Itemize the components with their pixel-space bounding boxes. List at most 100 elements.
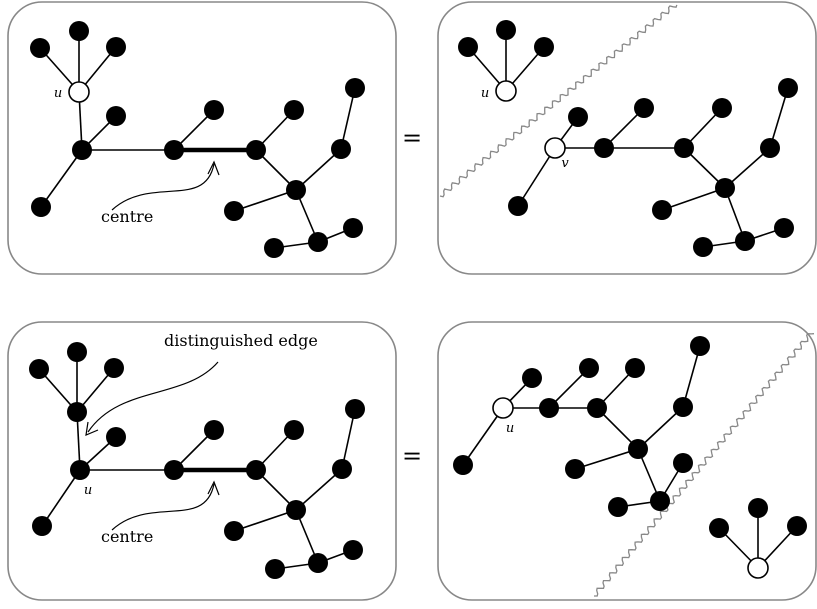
- vertex: [106, 37, 126, 57]
- vertex: [673, 453, 693, 473]
- vertex: [30, 38, 50, 58]
- centre-arrow: [111, 163, 215, 211]
- equals-sign-top: =: [402, 124, 422, 152]
- vertex: [164, 460, 184, 480]
- vertex: [308, 232, 328, 252]
- vertex: [693, 237, 713, 257]
- vertex: [29, 359, 49, 379]
- vertex: [246, 140, 266, 160]
- vertex: [628, 439, 648, 459]
- vertex: [343, 218, 363, 238]
- panel-frame-top-left: [7, 1, 397, 275]
- centre-arrow: [111, 483, 215, 531]
- vertex: [67, 342, 87, 362]
- edge: [340, 87, 356, 150]
- vertex: [652, 200, 672, 220]
- vertex: [204, 100, 224, 120]
- vertex: [286, 500, 306, 520]
- vertices-bottom-left: [29, 342, 365, 579]
- annotation-centre: centre: [101, 527, 153, 546]
- centre-arrowhead: [207, 160, 220, 176]
- edge: [637, 406, 684, 450]
- annotation-distinguished-edge: distinguished edge: [164, 331, 318, 350]
- vertex: [72, 140, 92, 160]
- cut-wave-top-right: [439, 4, 678, 198]
- vertex: [674, 138, 694, 158]
- vertex: [264, 238, 284, 258]
- vertex: [778, 78, 798, 98]
- vertex: [568, 107, 588, 127]
- vertex: [69, 21, 89, 41]
- vertex: [343, 540, 363, 560]
- vertex: [284, 420, 304, 440]
- vertex: [673, 397, 693, 417]
- edge: [295, 148, 342, 191]
- cut-wave-bottom-right: [594, 333, 815, 597]
- edge: [517, 147, 556, 207]
- vertex-label-u: u: [54, 86, 62, 101]
- vertices-top-left: [30, 21, 365, 258]
- edge: [682, 345, 701, 408]
- vertex: [565, 459, 585, 479]
- vertex: [246, 460, 266, 480]
- vertex-label-v: v: [561, 156, 569, 171]
- vertex-u-hollow: [492, 397, 514, 419]
- vertex: [715, 178, 735, 198]
- vertex-label-u: u: [84, 483, 92, 498]
- graph-bottom-left: [38, 352, 356, 570]
- distinguished-edge-arrowhead: [85, 421, 99, 436]
- edge: [574, 448, 639, 470]
- vertex: [284, 100, 304, 120]
- vertex: [104, 358, 124, 378]
- vertex: [787, 516, 807, 536]
- edge: [40, 149, 83, 208]
- vertex: [712, 98, 732, 118]
- vertex: [522, 368, 542, 388]
- vertex: [634, 98, 654, 118]
- edge: [724, 147, 771, 189]
- annotation-centre: centre: [101, 207, 153, 226]
- vertex: [735, 231, 755, 251]
- edge: [661, 187, 726, 211]
- vertices-bottom-right: [453, 336, 807, 538]
- vertex: [709, 518, 729, 538]
- vertex: [224, 201, 244, 221]
- vertex: [539, 398, 559, 418]
- edge: [769, 87, 789, 149]
- vertex: [587, 398, 607, 418]
- panel-frame-bottom-left: [7, 321, 397, 601]
- vertex: [453, 455, 473, 475]
- vertices-top-right: [458, 20, 798, 257]
- vertex: [345, 78, 365, 98]
- vertex: [496, 20, 516, 40]
- vertex: [748, 498, 768, 518]
- vertex: [579, 358, 599, 378]
- vertex: [534, 37, 554, 57]
- vertex: [690, 336, 710, 356]
- vertex: [458, 37, 478, 57]
- vertex: [345, 399, 365, 419]
- panel-frame-bottom-right: [437, 321, 817, 601]
- vertex-label-u: u: [506, 421, 514, 436]
- vertex: [106, 106, 126, 126]
- edge: [233, 509, 297, 532]
- panel-frame-top-right: [437, 1, 817, 275]
- vertex: [308, 553, 328, 573]
- vertex-label-u: u: [481, 86, 489, 101]
- vertex: [594, 138, 614, 158]
- equals-sign-bottom: =: [402, 442, 422, 470]
- edge: [462, 407, 504, 466]
- vertex: [508, 196, 528, 216]
- distinguished-edge-arrow: [87, 361, 219, 433]
- vertex: [204, 420, 224, 440]
- graph-top-left: [39, 31, 356, 249]
- vertex-u-hollow: [68, 81, 90, 103]
- vertex: [265, 559, 285, 579]
- edge: [341, 408, 356, 470]
- vertex: [625, 358, 645, 378]
- vertex-v-hollow: [544, 137, 566, 159]
- vertex: [331, 139, 351, 159]
- vertex: [164, 140, 184, 160]
